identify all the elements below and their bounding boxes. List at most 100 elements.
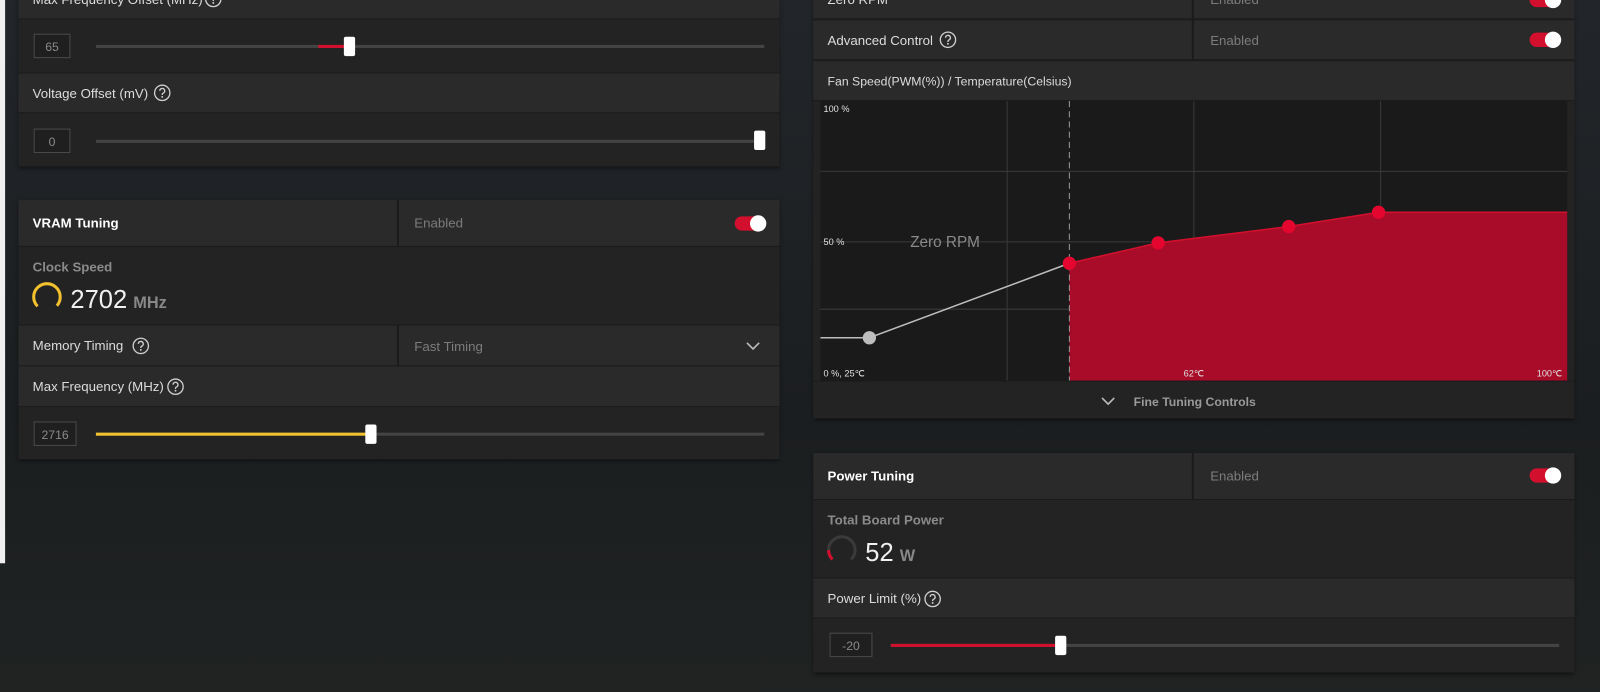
- section-title: VRAM Tuning: [32, 215, 119, 231]
- curve-point[interactable]: [1371, 205, 1386, 219]
- icon-part: [139, 348, 142, 351]
- icon-part: [174, 389, 177, 392]
- icon-part: [212, 2, 215, 4]
- curve-point[interactable]: [862, 331, 877, 345]
- slider-fill: [890, 643, 1061, 647]
- help-icon[interactable]: [923, 590, 941, 608]
- row: [1193, 453, 1575, 499]
- curve-point[interactable]: [1151, 236, 1165, 250]
- chevron: [746, 342, 760, 351]
- metric-unit: MHz: [133, 294, 167, 313]
- icon-part: [929, 593, 936, 602]
- row: [18, 199, 397, 246]
- gauge: [827, 535, 857, 565]
- status: Enabled: [1210, 468, 1259, 484]
- axis-label: 100 %: [823, 104, 850, 115]
- value-box[interactable]: 2716: [33, 421, 77, 446]
- label: Zero RPM: [828, 0, 888, 8]
- toggle[interactable]: [734, 215, 767, 232]
- label: Clock Speed: [32, 259, 113, 275]
- icon-part: [939, 31, 957, 49]
- slider-handle[interactable]: [1055, 635, 1067, 656]
- axis-label: 100℃: [1536, 368, 1563, 379]
- axis-label: 0 %, 25℃: [823, 368, 865, 379]
- row: [1193, 20, 1575, 60]
- row: [18, 246, 780, 325]
- label: Advanced Control: [827, 32, 933, 48]
- help-icon[interactable]: [939, 31, 957, 49]
- metric-value: 52: [865, 538, 894, 568]
- icon-part: [205, 0, 222, 8]
- icon-part: [172, 381, 179, 389]
- dropdown[interactable]: [398, 325, 780, 366]
- help-icon[interactable]: [166, 378, 184, 396]
- icon-part: [924, 590, 941, 608]
- icon-part: [944, 34, 952, 42]
- row: [813, 499, 1575, 578]
- slider-track[interactable]: [95, 432, 765, 436]
- expander-label: Fine Tuning Controls: [1133, 394, 1256, 410]
- help-icon[interactable]: [132, 337, 150, 355]
- row: [813, 453, 1192, 499]
- toggle[interactable]: [1529, 0, 1562, 9]
- value-box[interactable]: 0: [33, 128, 71, 154]
- slider-handle[interactable]: [343, 36, 356, 57]
- gauge: [32, 282, 62, 312]
- help-icon[interactable]: [204, 0, 222, 8]
- expander[interactable]: [813, 381, 1575, 419]
- icon-part: [212, 0, 215, 2]
- label: Power Limit (%): [827, 590, 922, 607]
- section-title: Power Tuning: [827, 468, 915, 484]
- zone-label: Zero RPM: [910, 233, 980, 252]
- toggle[interactable]: [1529, 31, 1562, 48]
- row: [18, 366, 780, 407]
- chevron: [1101, 397, 1115, 406]
- icon-part: [947, 42, 949, 45]
- icon-part: [161, 95, 164, 98]
- fan-curve-chart[interactable]: [820, 101, 1568, 381]
- status: Enabled: [414, 215, 463, 231]
- slider-track[interactable]: [95, 139, 765, 143]
- help-icon[interactable]: [153, 84, 171, 102]
- icon-part: [159, 87, 166, 95]
- row: [18, 73, 780, 113]
- row: [813, 0, 1192, 19]
- icon-part: [137, 340, 144, 349]
- status: Enabled: [1210, 32, 1259, 48]
- axis-label: 62℃: [1183, 368, 1205, 379]
- metric-value: 2702: [70, 285, 128, 315]
- icon-part: [153, 84, 171, 102]
- icon-part: [931, 602, 934, 604]
- value-box[interactable]: -20: [829, 632, 873, 658]
- label: Memory Timing: [32, 337, 124, 354]
- metric-unit: W: [899, 547, 916, 566]
- icon-part: [132, 337, 150, 355]
- icon-part: [167, 378, 184, 396]
- row: [813, 61, 1575, 100]
- label: Max Frequency Offset (MHz): [33, 0, 203, 8]
- toggle[interactable]: [1529, 467, 1562, 484]
- value-box[interactable]: 65: [33, 33, 71, 59]
- label: Voltage Offset (mV): [32, 85, 149, 102]
- slider-fill: [318, 44, 349, 48]
- slider-handle[interactable]: [754, 130, 766, 150]
- window-edge: [0, 0, 6, 564]
- slider-track[interactable]: [890, 643, 1560, 647]
- metric: 52 W: [865, 539, 915, 572]
- row: [18, 325, 397, 366]
- slider-track[interactable]: [95, 44, 765, 48]
- row: [398, 199, 780, 246]
- curve-point[interactable]: [1062, 256, 1077, 270]
- chart-title: Fan Speed(PWM(%)) / Temperature(Celsius): [827, 74, 1072, 89]
- metric: 2702 MHz: [70, 286, 166, 319]
- row: [813, 20, 1192, 60]
- axis-label: 50 %: [823, 236, 845, 247]
- slider-fill: [95, 432, 371, 436]
- curve-point[interactable]: [1282, 219, 1296, 234]
- row: [1193, 0, 1575, 19]
- label: Total Board Power: [827, 512, 944, 528]
- slider-handle[interactable]: [365, 424, 377, 444]
- status: Enabled: [1210, 0, 1259, 8]
